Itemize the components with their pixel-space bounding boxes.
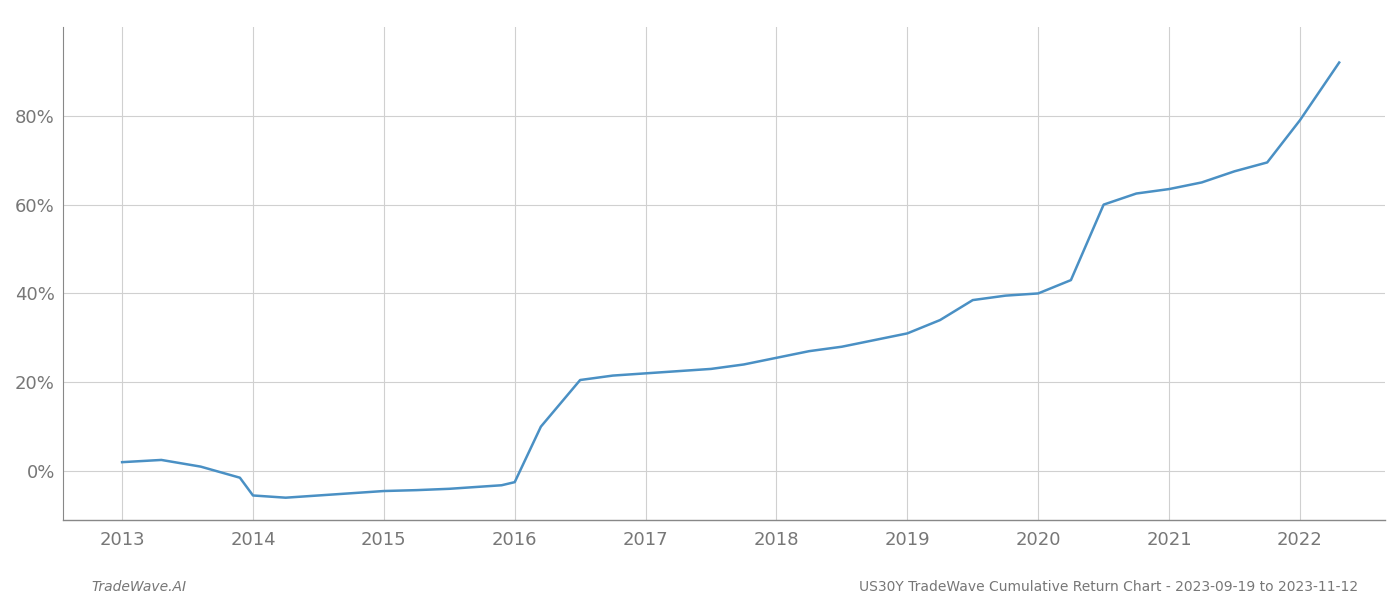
- Text: US30Y TradeWave Cumulative Return Chart - 2023-09-19 to 2023-11-12: US30Y TradeWave Cumulative Return Chart …: [858, 580, 1358, 594]
- Text: TradeWave.AI: TradeWave.AI: [91, 580, 186, 594]
